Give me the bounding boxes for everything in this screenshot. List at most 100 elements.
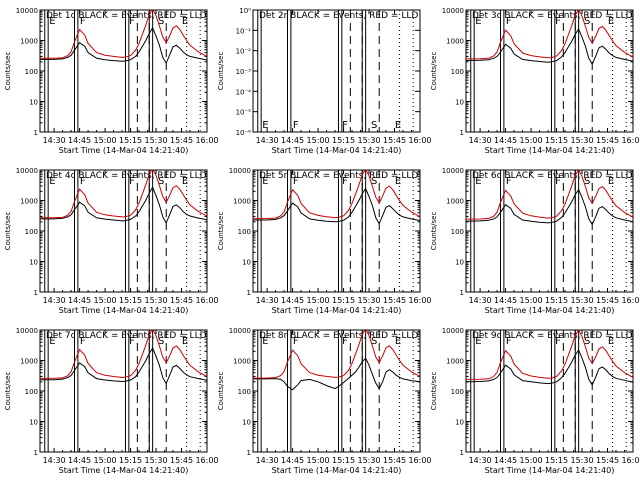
x-tick-label: 14:45 [281,456,304,465]
plot-frame [252,9,421,133]
x-tick-label: 15:45 [170,136,193,145]
x-tick-label: 16:00 [195,296,218,305]
marker-letter: E [608,176,614,187]
x-tick-label: 15:30 [145,136,168,145]
marker-letter: F [129,336,135,347]
series-lld-line [40,170,207,219]
y-tick-label: 10⁻¹ [236,27,252,35]
panel-title: Det 7c BLACK = Events, RED = LLD [46,331,207,341]
y-tick-label: 10⁻³ [236,68,252,76]
x-tick-label: 15:45 [170,296,193,305]
y-tick-label: 1 [34,449,38,457]
y-tick-label: 100 [451,388,464,396]
marker-letter: E [608,336,614,347]
marker-letter: S [584,336,590,347]
x-tick-label: 14:30 [256,296,279,305]
y-tick-label: 100 [25,228,38,236]
y-tick-label: 1000 [20,38,38,46]
x-tick-label: 16:00 [621,456,640,465]
marker-letter: F [555,16,561,27]
panel-title: Det 3c BLACK = Events, RED = LLD [472,11,633,21]
panel-title: Det 4c BLACK = Events, RED = LLD [46,171,207,181]
marker-letter: F [80,176,86,187]
panel-title: Det 6c BLACK = Events, RED = LLD [472,171,633,181]
x-tick-label: 15:45 [383,296,406,305]
y-tick-label: 10 [29,259,38,267]
marker-letter: S [158,336,164,347]
y-tick-label: 10000 [442,7,464,15]
series-events-line [40,347,207,385]
y-tick-label: 10 [455,419,464,427]
x-tick-label: 15:15 [119,136,142,145]
y-tick-label: 10 [29,99,38,107]
marker-letter: E [49,336,55,347]
marker-letter: E [395,176,401,187]
marker-letter: S [158,176,164,187]
series-events-line [466,349,633,386]
y-tick-label: 100 [25,388,38,396]
y-axis-label: Counts/sec [217,212,225,251]
x-axis-label: Start Time (14-Mar-04 14:21:40) [485,466,615,475]
x-tick-label: 16:00 [195,456,218,465]
series-lld-line [466,330,633,380]
x-tick-label: 15:45 [596,136,619,145]
marker-letter: F [293,120,299,131]
marker-letter: F [80,336,86,347]
y-tick-label: 10⁻² [236,48,252,56]
x-tick-label: 15:00 [94,296,117,305]
marker-letter: E [262,176,268,187]
y-axis-label: Counts/sec [4,372,12,411]
x-tick-label: 14:30 [256,456,279,465]
plot-frame [465,329,634,453]
marker-letter: E [49,176,55,187]
x-tick-label: 14:30 [43,456,66,465]
x-axis-label: Start Time (14-Mar-04 14:21:40) [272,466,402,475]
x-tick-label: 16:00 [408,456,431,465]
marker-letter: F [293,336,299,347]
x-tick-label: 14:45 [494,296,517,305]
marker-letter: E [49,16,55,27]
x-tick-label: 14:45 [494,136,517,145]
marker-letter: F [342,120,348,131]
y-tick-label: 100 [451,228,464,236]
y-tick-label: 1 [460,449,464,457]
x-tick-label: 14:45 [68,136,91,145]
x-tick-label: 15:15 [545,456,568,465]
y-tick-label: 10000 [442,327,464,335]
x-tick-label: 15:00 [520,456,543,465]
panel-title: Det 1c BLACK = Events, RED = LLD [46,11,207,21]
plot-frame [465,9,634,133]
x-tick-label: 14:45 [68,296,91,305]
series-events-line [40,26,207,65]
marker-letter: E [395,336,401,347]
y-tick-label: 10⁰ [239,7,251,15]
x-tick-label: 14:45 [68,456,91,465]
x-tick-label: 15:30 [145,296,168,305]
plot-frame [465,169,634,293]
y-tick-label: 1000 [20,358,38,366]
marker-letter: F [129,16,135,27]
x-tick-label: 15:45 [596,296,619,305]
y-tick-label: 1000 [233,358,251,366]
x-tick-label: 15:30 [358,136,381,145]
y-tick-label: 10000 [16,7,38,15]
x-tick-label: 15:00 [307,136,330,145]
y-tick-label: 1 [247,289,251,297]
marker-letter: F [506,176,512,187]
marker-letter: E [475,176,481,187]
x-tick-label: 14:30 [256,136,279,145]
series-lld-line [40,10,207,59]
y-tick-label: 1 [460,289,464,297]
y-tick-label: 10000 [442,167,464,175]
x-tick-label: 14:30 [43,296,66,305]
series-events-line [40,186,207,225]
x-tick-label: 15:00 [307,296,330,305]
x-tick-label: 14:45 [281,136,304,145]
x-axis-label: Start Time (14-Mar-04 14:21:40) [59,306,189,315]
x-tick-label: 15:00 [520,296,543,305]
x-tick-label: 15:00 [307,456,330,465]
x-tick-label: 15:45 [383,136,406,145]
